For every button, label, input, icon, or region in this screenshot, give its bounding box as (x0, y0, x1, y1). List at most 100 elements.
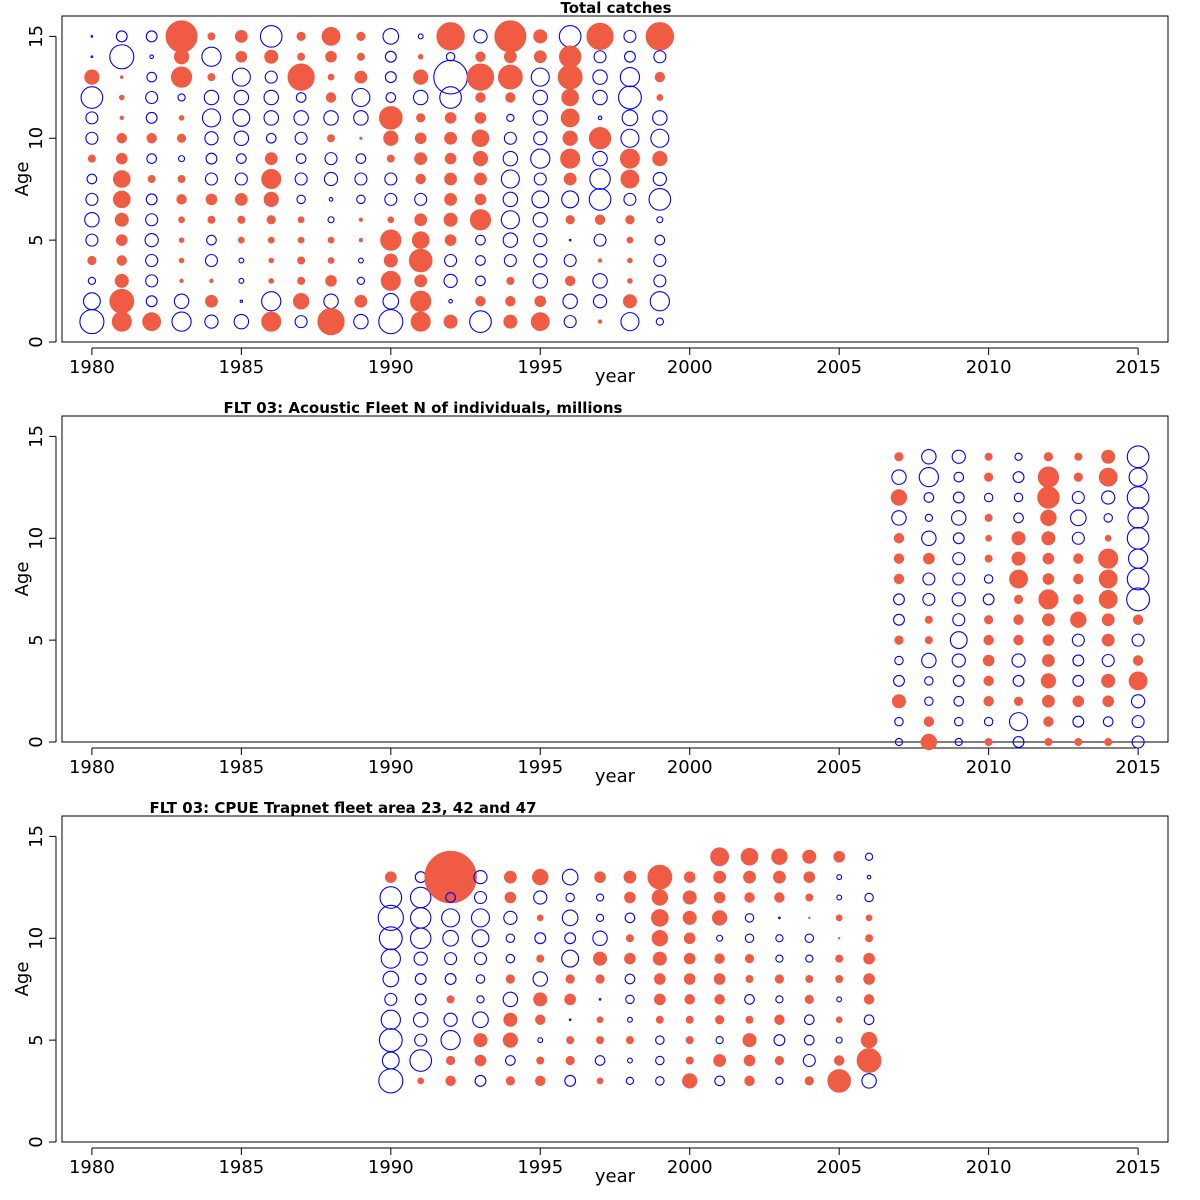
negative-residual-bubble (115, 30, 128, 43)
positive-residual-bubble (1101, 633, 1115, 647)
negative-residual-bubble (532, 971, 549, 987)
positive-residual-bubble (863, 973, 875, 985)
negative-residual-bubble (1014, 452, 1023, 461)
positive-residual-bubble (474, 112, 487, 124)
positive-residual-bubble (891, 694, 906, 709)
positive-residual-bubble (1042, 552, 1055, 565)
x-tick-label: 1985 (218, 757, 264, 778)
negative-residual-bubble (1131, 633, 1145, 647)
positive-residual-bubble (562, 130, 578, 146)
negative-residual-bubble (531, 190, 550, 209)
positive-residual-bubble (444, 131, 457, 145)
positive-residual-bubble (1013, 614, 1024, 625)
positive-residual-bubble (893, 573, 905, 585)
positive-residual-bubble (475, 51, 486, 62)
negative-residual-bubble (263, 110, 279, 126)
positive-residual-bubble (594, 214, 606, 225)
positive-residual-bubble (863, 994, 875, 1005)
positive-residual-bubble (1132, 655, 1144, 666)
positive-residual-bubble (380, 270, 401, 291)
positive-residual-bubble (207, 32, 216, 41)
positive-residual-bubble (625, 215, 635, 225)
positive-residual-bubble (536, 954, 545, 963)
positive-residual-bubble (651, 889, 669, 906)
negative-residual-bubble (620, 128, 640, 148)
positive-residual-bubble (354, 70, 368, 84)
positive-residual-bubble (146, 133, 157, 144)
negative-residual-bubble (891, 510, 907, 526)
negative-residual-bubble (954, 716, 964, 727)
negative-residual-bubble (714, 1075, 725, 1087)
positive-residual-bubble (1041, 531, 1056, 546)
x-tick-label: 2010 (966, 1157, 1012, 1178)
negative-residual-bubble (532, 273, 549, 289)
positive-residual-bubble (116, 133, 127, 144)
negative-residual-bubble (1012, 674, 1025, 687)
negative-residual-bubble (442, 929, 459, 947)
positive-residual-bubble (651, 930, 669, 947)
positive-residual-bubble (713, 1054, 727, 1067)
negative-residual-bubble (259, 25, 283, 48)
positive-residual-bubble (264, 49, 279, 64)
positive-residual-bubble (683, 871, 696, 883)
positive-residual-bubble (207, 215, 216, 224)
positive-residual-bubble (744, 1075, 755, 1087)
positive-residual-bubble (327, 236, 335, 244)
positive-residual-bubble (261, 311, 282, 332)
negative-residual-bubble (1126, 567, 1150, 591)
negative-residual-bubble (205, 152, 218, 165)
negative-residual-bubble (440, 1029, 461, 1051)
negative-residual-bubble (953, 471, 965, 483)
positive-residual-bubble (205, 193, 218, 206)
negative-residual-bubble (441, 908, 461, 928)
positive-residual-bubble (1101, 673, 1116, 688)
positive-residual-bubble (982, 654, 995, 667)
negative-residual-bubble (505, 933, 516, 943)
positive-residual-bubble (827, 1069, 851, 1093)
negative-residual-bubble (443, 273, 458, 289)
positive-residual-bubble (1132, 614, 1144, 625)
negative-residual-bubble (378, 1028, 403, 1053)
negative-residual-bubble (409, 927, 432, 949)
negative-residual-bubble (592, 273, 608, 289)
negative-residual-bubble (1127, 507, 1149, 529)
positive-residual-bubble (625, 1036, 634, 1045)
positive-residual-bubble (533, 50, 547, 64)
positive-residual-bubble (445, 1075, 456, 1087)
positive-residual-bubble (297, 236, 305, 244)
positive-residual-bubble (627, 257, 633, 264)
positive-residual-bubble (1038, 589, 1059, 610)
positive-residual-bubble (473, 1033, 488, 1048)
positive-residual-bubble (413, 69, 429, 85)
negative-residual-bubble (656, 216, 664, 224)
negative-residual-bubble (778, 916, 781, 920)
positive-residual-bubble (1042, 573, 1055, 585)
positive-residual-bubble (266, 215, 276, 225)
negative-residual-bubble (563, 253, 577, 268)
negative-residual-bubble (412, 89, 429, 106)
positive-residual-bubble (654, 71, 666, 83)
negative-residual-bubble (475, 234, 486, 246)
positive-residual-bubble (444, 152, 457, 165)
negative-residual-bubble (1071, 490, 1085, 505)
positive-residual-bubble (466, 63, 495, 91)
positive-residual-bubble (597, 258, 603, 263)
positive-residual-bubble (237, 236, 245, 244)
negative-residual-bubble (414, 993, 427, 1006)
positive-residual-bubble (264, 152, 278, 166)
positive-residual-bubble (652, 951, 667, 966)
positive-residual-bubble (773, 870, 786, 884)
positive-residual-bubble (710, 847, 730, 867)
y-axis-label: Age (12, 562, 33, 597)
positive-residual-bubble (1074, 738, 1083, 747)
negative-residual-bubble (653, 274, 667, 288)
negative-residual-bubble (894, 716, 904, 727)
positive-residual-bubble (1013, 696, 1024, 706)
positive-residual-bubble (683, 952, 696, 965)
negative-residual-bubble (503, 253, 517, 268)
positive-residual-bubble (417, 53, 424, 60)
negative-residual-bubble (625, 994, 635, 1005)
positive-residual-bubble (745, 1015, 754, 1024)
positive-residual-bubble (268, 257, 275, 264)
x-axis-label: year (595, 766, 636, 787)
